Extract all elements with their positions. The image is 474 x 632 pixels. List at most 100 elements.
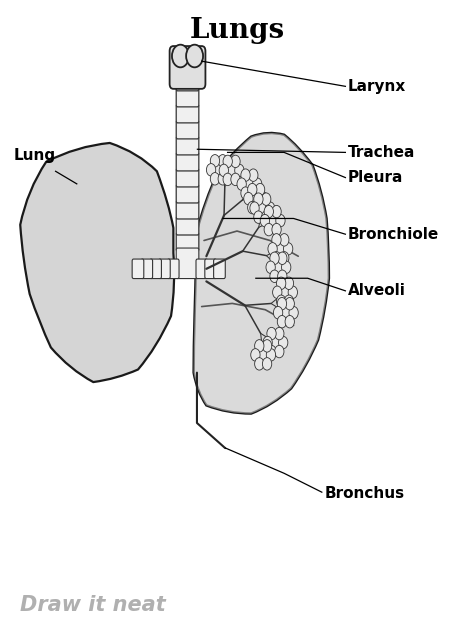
FancyBboxPatch shape xyxy=(176,201,199,219)
Circle shape xyxy=(289,307,298,319)
Circle shape xyxy=(274,327,284,340)
Text: Pleura: Pleura xyxy=(348,170,403,185)
Circle shape xyxy=(251,349,260,361)
Circle shape xyxy=(241,187,250,199)
Text: Lung: Lung xyxy=(13,148,55,163)
Circle shape xyxy=(218,155,228,167)
Circle shape xyxy=(210,173,219,185)
Text: Trachea: Trachea xyxy=(348,145,415,160)
PathPatch shape xyxy=(194,133,329,413)
Circle shape xyxy=(231,173,240,186)
Circle shape xyxy=(223,173,232,186)
Circle shape xyxy=(283,243,293,255)
FancyBboxPatch shape xyxy=(179,74,196,84)
FancyBboxPatch shape xyxy=(176,169,199,187)
Circle shape xyxy=(223,155,232,167)
FancyBboxPatch shape xyxy=(176,248,199,279)
Circle shape xyxy=(264,223,273,236)
Circle shape xyxy=(276,214,285,227)
FancyBboxPatch shape xyxy=(176,73,199,91)
Circle shape xyxy=(270,335,281,350)
Text: Larynx: Larynx xyxy=(348,79,406,94)
FancyBboxPatch shape xyxy=(214,259,225,279)
Circle shape xyxy=(250,191,262,206)
Text: Alveoli: Alveoli xyxy=(348,283,406,298)
Circle shape xyxy=(244,192,253,205)
Circle shape xyxy=(256,200,268,216)
Circle shape xyxy=(226,163,237,178)
FancyBboxPatch shape xyxy=(176,217,199,235)
Circle shape xyxy=(279,336,288,349)
Circle shape xyxy=(277,298,287,310)
Text: Lungs: Lungs xyxy=(190,17,284,44)
Circle shape xyxy=(237,178,246,190)
Text: Draw it neat: Draw it neat xyxy=(20,595,166,615)
FancyBboxPatch shape xyxy=(176,233,199,251)
Circle shape xyxy=(265,202,275,214)
Circle shape xyxy=(263,336,272,349)
FancyBboxPatch shape xyxy=(159,259,170,279)
FancyBboxPatch shape xyxy=(176,88,199,107)
Circle shape xyxy=(254,193,263,205)
Circle shape xyxy=(266,349,275,361)
Circle shape xyxy=(280,252,289,264)
Circle shape xyxy=(278,270,287,283)
PathPatch shape xyxy=(20,143,174,382)
Circle shape xyxy=(273,260,284,275)
Circle shape xyxy=(262,193,271,205)
Circle shape xyxy=(263,358,272,370)
Circle shape xyxy=(244,176,255,191)
FancyBboxPatch shape xyxy=(170,46,205,89)
Circle shape xyxy=(274,241,286,257)
Circle shape xyxy=(249,169,258,181)
Circle shape xyxy=(278,252,287,265)
Circle shape xyxy=(235,164,244,176)
FancyBboxPatch shape xyxy=(196,259,208,279)
Circle shape xyxy=(274,345,284,358)
Circle shape xyxy=(206,164,216,176)
FancyBboxPatch shape xyxy=(176,137,199,155)
Circle shape xyxy=(267,213,278,228)
Circle shape xyxy=(254,211,263,223)
Circle shape xyxy=(264,205,273,218)
Circle shape xyxy=(255,202,264,214)
FancyBboxPatch shape xyxy=(205,259,217,279)
Circle shape xyxy=(260,214,270,227)
Circle shape xyxy=(247,183,257,196)
Circle shape xyxy=(255,358,264,370)
Circle shape xyxy=(276,277,286,289)
Circle shape xyxy=(273,307,283,319)
FancyBboxPatch shape xyxy=(176,153,199,171)
Circle shape xyxy=(285,315,294,328)
Circle shape xyxy=(280,234,289,246)
Circle shape xyxy=(172,45,189,68)
Circle shape xyxy=(285,298,294,310)
Circle shape xyxy=(186,45,203,68)
Circle shape xyxy=(263,339,272,352)
Circle shape xyxy=(255,339,264,352)
Text: Bronchus: Bronchus xyxy=(324,486,404,501)
FancyBboxPatch shape xyxy=(167,259,179,279)
PathPatch shape xyxy=(194,133,329,413)
Circle shape xyxy=(270,270,279,283)
Circle shape xyxy=(249,187,258,199)
Circle shape xyxy=(282,261,291,274)
FancyBboxPatch shape xyxy=(176,121,199,139)
Circle shape xyxy=(288,286,298,298)
Circle shape xyxy=(247,202,257,214)
FancyBboxPatch shape xyxy=(176,105,199,123)
Circle shape xyxy=(253,178,262,190)
Circle shape xyxy=(266,261,275,274)
Circle shape xyxy=(270,252,279,265)
Circle shape xyxy=(280,305,292,320)
Circle shape xyxy=(279,284,291,300)
Circle shape xyxy=(257,347,269,363)
Circle shape xyxy=(218,173,228,185)
Circle shape xyxy=(219,164,228,176)
Circle shape xyxy=(262,211,271,223)
Circle shape xyxy=(273,286,282,298)
Circle shape xyxy=(255,183,264,196)
FancyBboxPatch shape xyxy=(141,259,153,279)
Circle shape xyxy=(284,295,293,308)
Circle shape xyxy=(222,164,231,176)
